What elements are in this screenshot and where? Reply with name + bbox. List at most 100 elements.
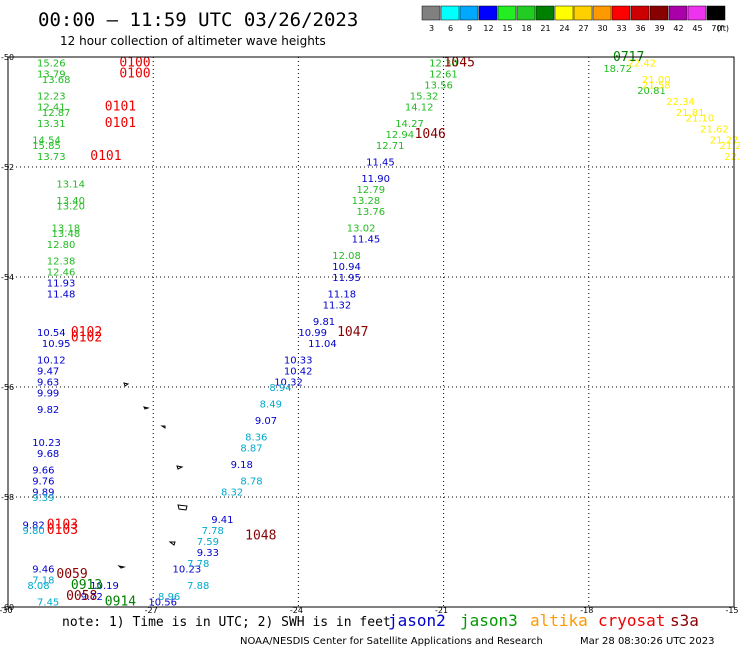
satellite-legend: jason2 jason3 altika cryosat s3a: [388, 611, 699, 630]
wave-height-label: 13.76: [356, 207, 385, 218]
island-outline: [176, 465, 184, 470]
wave-height-label: 13.56: [424, 81, 453, 92]
wave-height-label: 9.41: [211, 515, 233, 526]
wave-height-label: 10.94: [332, 262, 361, 273]
generated-timestamp: Mar 28 08:30:26 UTC 2023: [580, 636, 715, 647]
wave-height-label: 11.04: [308, 339, 337, 350]
wave-height-label: 10.33: [284, 356, 313, 367]
wave-height-label: 13.68: [42, 75, 71, 86]
color-key-swatch: [592, 5, 612, 21]
wave-height-label: 7.78: [202, 526, 224, 537]
color-key-swatch: [630, 5, 650, 21]
wave-height-label: 7.45: [37, 598, 59, 609]
wave-height-label: 7.18: [32, 576, 54, 587]
color-key-label: 36: [635, 24, 645, 33]
wave-height-label: 9.18: [231, 460, 253, 471]
wave-height-label: 12.23: [37, 92, 66, 103]
time-label: 0058: [66, 589, 97, 604]
wave-height-label: 9.46: [32, 565, 54, 576]
wave-height-label: 11.45: [352, 235, 381, 246]
time-label: 0101: [105, 100, 136, 115]
wave-height-label: 9.07: [255, 416, 277, 427]
wave-height-label: 12.46: [47, 268, 76, 279]
wave-height-label: 8.96: [158, 592, 180, 603]
wave-height-label: 8.32: [221, 488, 243, 499]
wave-height-label: 13.31: [37, 119, 66, 130]
wave-height-label: 10.19: [90, 581, 119, 592]
wave-height-label: 11.45: [366, 158, 395, 169]
wave-height-label: 15.26: [37, 59, 66, 70]
time-label: 0914: [105, 595, 136, 610]
time-label: 0913: [71, 578, 102, 593]
wave-height-label: 21.00: [642, 75, 671, 86]
x-tick-label: -15: [725, 606, 738, 615]
wave-height-label: 12.71: [376, 141, 405, 152]
time-label: 0103: [47, 523, 78, 538]
wave-height-label: 9.68: [37, 449, 59, 460]
satellite-legend-cryosat: cryosat: [598, 611, 665, 630]
color-key-label: 70: [711, 24, 721, 33]
color-key-swatch: [611, 5, 631, 21]
time-label: 1047: [337, 325, 368, 340]
wave-height-label: 20.81: [637, 86, 666, 97]
island-outline: [117, 565, 126, 569]
wave-height-label: 21.10: [686, 114, 715, 125]
satellite-legend-jason3: jason3: [460, 611, 518, 630]
wave-height-label: 14.54: [32, 136, 61, 147]
color-key-label: 42: [673, 24, 683, 33]
wave-height-label: 10.12: [37, 356, 66, 367]
wave-height-label: 13.48: [52, 229, 81, 240]
wave-height-label: 15.85: [32, 141, 61, 152]
wave-height-label: 8.36: [245, 433, 267, 444]
island-outline: [177, 504, 188, 511]
color-key-label: 9: [467, 24, 472, 33]
wave-height-label: 9.39: [32, 493, 54, 504]
wave-height-label: 9.80: [23, 526, 45, 537]
color-key-swatch: [706, 5, 726, 21]
wave-height-label: 13.02: [347, 224, 376, 235]
color-key-label: 30: [597, 24, 607, 33]
y-tick-label: -60: [1, 603, 14, 612]
wave-height-label: 9.81: [313, 317, 335, 328]
wave-height-label: 22.42: [628, 59, 657, 70]
credit-text: NOAA/NESDIS Center for Satellite Applica…: [240, 636, 543, 647]
x-tick-label: -30: [0, 606, 13, 615]
chart-subtitle: 12 hour collection of altimeter wave hei…: [60, 34, 326, 48]
time-label: 1046: [415, 127, 446, 142]
color-key-swatch: [668, 5, 688, 21]
wave-height-label: 10.54: [37, 328, 66, 339]
wave-height-label: 12.61: [429, 70, 458, 81]
wave-height-label: 9.72: [81, 592, 103, 603]
color-key-label: 21: [540, 24, 550, 33]
time-label: 0100: [119, 56, 150, 71]
wave-height-label: 12.94: [386, 130, 415, 141]
color-key-swatch: [687, 5, 707, 21]
color-key-swatch: [554, 5, 574, 21]
time-label: 0102: [71, 331, 102, 346]
color-key-label: 33: [616, 24, 626, 33]
island-outline: [160, 425, 166, 429]
wave-height-label: 9.66: [32, 466, 54, 477]
island-outline: [168, 541, 176, 546]
color-key-label: 45: [692, 24, 702, 33]
islands: [117, 382, 188, 569]
wave-height-label: 21.58: [642, 81, 671, 92]
color-key-swatch: [573, 5, 593, 21]
wave-height-label: 9.82: [37, 405, 59, 416]
wave-height-label: 10.23: [32, 438, 61, 449]
wave-height-label: 12.30: [429, 59, 458, 70]
wave-height-label: 8.08: [27, 581, 49, 592]
wave-height-label: 10.32: [274, 378, 303, 389]
wave-height-label: 9.47: [37, 367, 59, 378]
wave-height-label: 13.40: [56, 196, 85, 207]
color-key-swatch: [497, 5, 517, 21]
wave-height-label: 14.12: [405, 103, 434, 114]
y-tick-label: -54: [1, 273, 14, 282]
time-label: 0102: [71, 325, 102, 340]
wave-height-label: 14.27: [395, 119, 424, 130]
wave-height-label: 13.14: [56, 180, 85, 191]
plot-frame: [7, 56, 735, 608]
time-label: 0100: [119, 67, 150, 82]
color-key-swatch: [440, 5, 460, 21]
